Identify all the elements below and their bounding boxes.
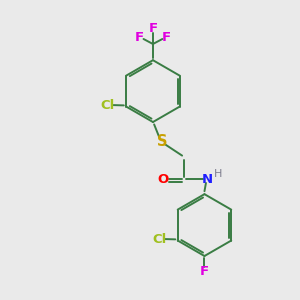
Text: Cl: Cl bbox=[152, 232, 166, 246]
Text: S: S bbox=[157, 134, 167, 149]
Text: F: F bbox=[200, 265, 209, 278]
Text: Cl: Cl bbox=[100, 99, 115, 112]
Text: F: F bbox=[148, 22, 158, 35]
Text: F: F bbox=[162, 31, 171, 44]
Text: N: N bbox=[202, 173, 213, 186]
Text: H: H bbox=[214, 169, 222, 178]
Text: F: F bbox=[134, 31, 144, 44]
Text: O: O bbox=[157, 173, 168, 186]
